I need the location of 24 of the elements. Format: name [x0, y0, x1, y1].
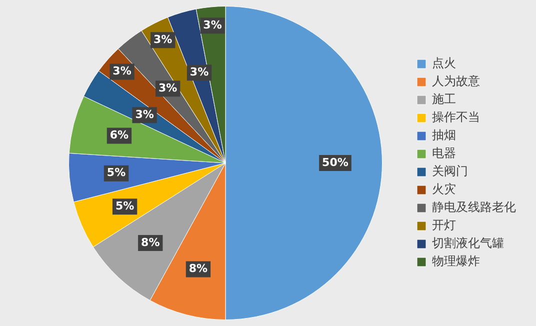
data-label: 3%	[135, 108, 154, 121]
legend-label: 物理爆炸	[432, 254, 480, 268]
data-label: 3%	[190, 66, 209, 79]
legend-label: 人为故意	[432, 74, 480, 88]
data-label: 50%	[322, 156, 348, 169]
legend-label: 火灾	[432, 182, 456, 196]
legend-label: 点火	[432, 56, 456, 70]
legend-label: 操作不当	[432, 110, 480, 124]
data-label: 6%	[110, 128, 129, 142]
legend-label: 电器	[432, 146, 456, 160]
data-label: 8%	[188, 262, 208, 276]
legend-label: 抽烟	[432, 128, 456, 142]
data-label: 3%	[154, 32, 172, 46]
data-label: 5%	[115, 199, 134, 212]
legend-label: 切割液化气罐	[432, 236, 504, 250]
data-label: 3%	[112, 64, 132, 78]
data-label: 8%	[141, 236, 160, 249]
legend-label: 关阀门	[432, 164, 468, 178]
legend-label: 施工	[432, 92, 456, 106]
data-label: 3%	[158, 82, 178, 95]
data-label: 5%	[106, 166, 126, 180]
legend-label: 开灯	[432, 218, 456, 232]
data-label: 3%	[203, 18, 222, 32]
legend-label: 静电及线路老化	[432, 200, 516, 214]
